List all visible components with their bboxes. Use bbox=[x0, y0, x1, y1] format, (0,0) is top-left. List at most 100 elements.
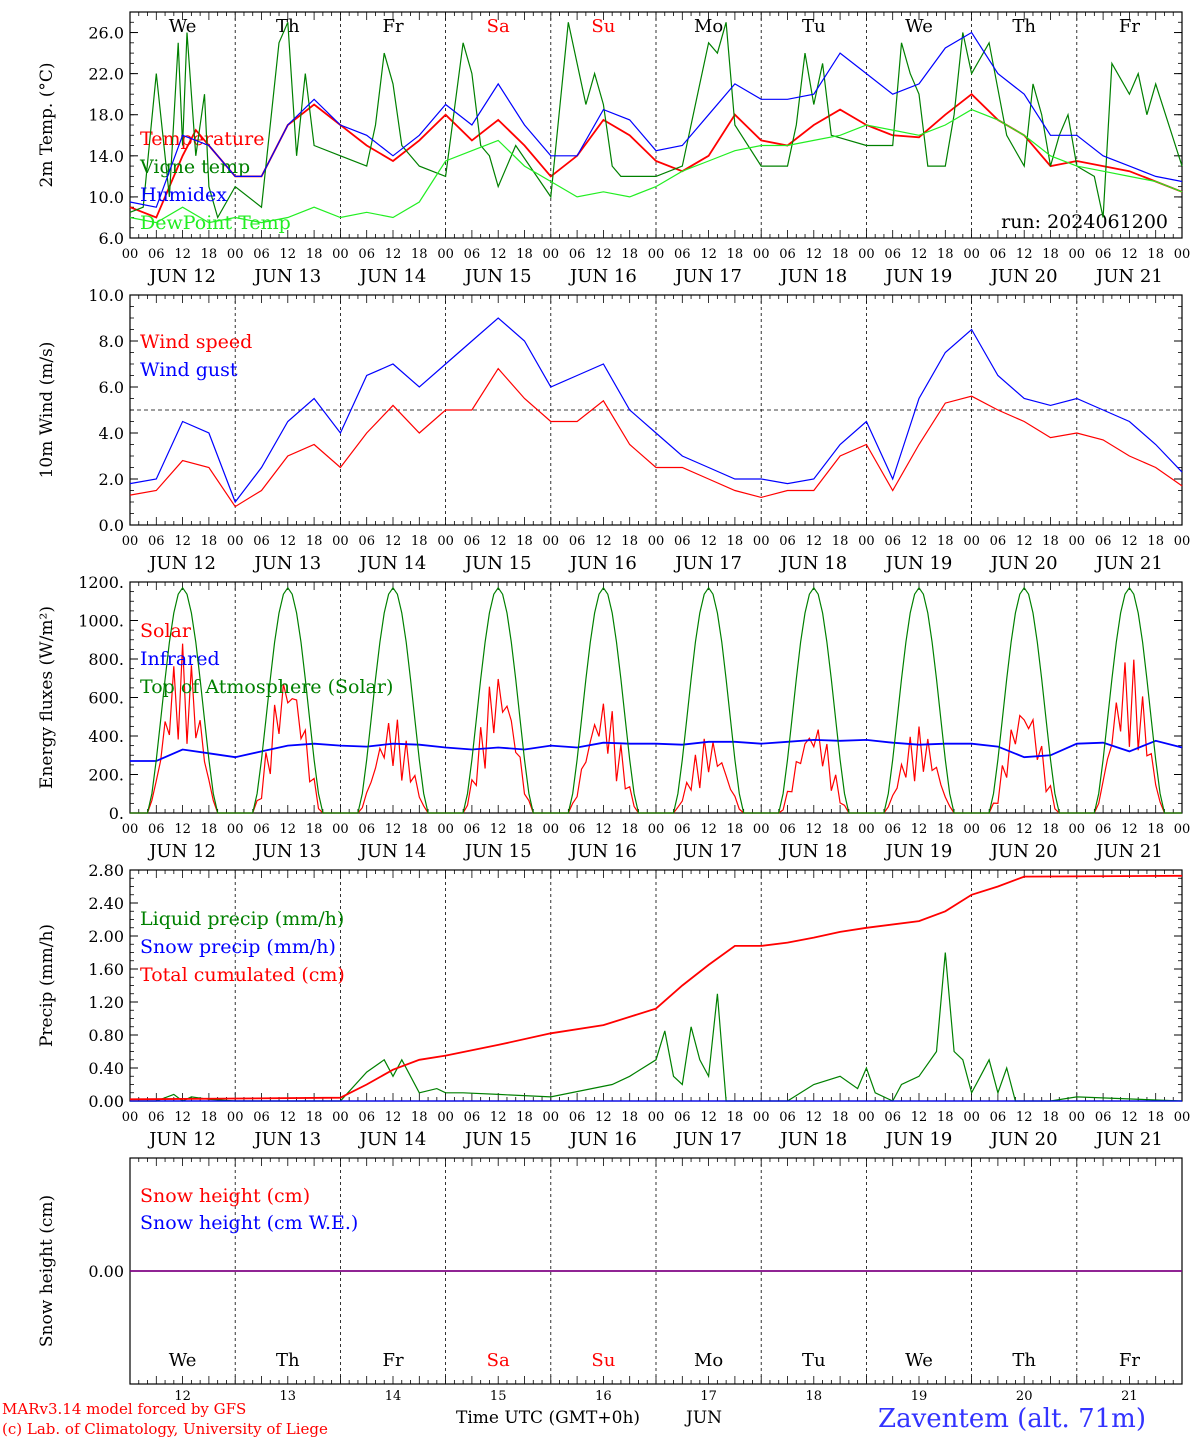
hour-tick-label: 12 bbox=[700, 247, 717, 262]
day-number-label: 21 bbox=[1121, 1389, 1138, 1404]
hour-tick-label: 18 bbox=[201, 247, 218, 262]
date-label: JUN 13 bbox=[252, 1129, 321, 1150]
y-tick-label: 6.0 bbox=[99, 378, 124, 397]
hour-tick-label: 06 bbox=[569, 1110, 586, 1125]
weekday-label: Sa bbox=[487, 16, 510, 37]
date-label: JUN 21 bbox=[1094, 841, 1163, 862]
hour-tick-label: 00 bbox=[332, 1110, 349, 1125]
hour-tick-label: 18 bbox=[621, 1110, 638, 1125]
hour-tick-label: 06 bbox=[779, 247, 796, 262]
legend-entry: Wind speed bbox=[140, 331, 252, 353]
hour-tick-label: 00 bbox=[122, 534, 139, 549]
y-tick-label: 10.0 bbox=[88, 286, 124, 305]
hour-tick-label: 06 bbox=[464, 247, 481, 262]
hour-tick-label: 18 bbox=[621, 822, 638, 837]
date-label: JUN 14 bbox=[358, 1129, 427, 1150]
y-axis-title: Precip (mm/h) bbox=[37, 924, 57, 1047]
hour-tick-label: 18 bbox=[516, 1110, 533, 1125]
legend-entry: Snow height (cm) bbox=[140, 1185, 310, 1207]
hour-tick-label: 00 bbox=[1069, 247, 1086, 262]
series-line-wind-speed bbox=[129, 367, 1183, 508]
hour-tick-label: 18 bbox=[727, 1110, 744, 1125]
model-credit-text: MARv3.14 model forced by GFS bbox=[2, 1400, 246, 1418]
hour-tick-label: 00 bbox=[858, 247, 875, 262]
hour-tick-label: 06 bbox=[990, 534, 1007, 549]
y-tick-label: 0.80 bbox=[88, 1026, 124, 1045]
day-number-label: 17 bbox=[700, 1389, 717, 1404]
y-tick-label: 1.20 bbox=[88, 993, 124, 1012]
hour-tick-label: 18 bbox=[201, 534, 218, 549]
hour-tick-label: 00 bbox=[543, 534, 560, 549]
hour-tick-label: 00 bbox=[543, 1110, 560, 1125]
hour-tick-label: 12 bbox=[490, 1110, 507, 1125]
day-number-label: 13 bbox=[280, 1389, 297, 1404]
hour-tick-label: 06 bbox=[1095, 1110, 1112, 1125]
legend-entry: Total cumulated (cm) bbox=[140, 964, 345, 986]
date-label: JUN 21 bbox=[1094, 553, 1163, 574]
date-label: JUN 12 bbox=[147, 841, 216, 862]
weekday-label: We bbox=[905, 16, 933, 37]
hour-tick-label: 12 bbox=[1016, 534, 1033, 549]
weekday-label: Fr bbox=[382, 16, 403, 37]
date-label: JUN 17 bbox=[673, 1129, 742, 1150]
legend-entry: Infrared bbox=[140, 648, 220, 670]
hour-tick-label: 06 bbox=[148, 247, 165, 262]
hour-tick-label: 12 bbox=[385, 534, 402, 549]
hour-tick-label: 00 bbox=[858, 1110, 875, 1125]
y-tick-label: 0.00 bbox=[88, 1092, 124, 1111]
hour-tick-label: 06 bbox=[990, 247, 1007, 262]
hour-tick-label: 18 bbox=[1147, 247, 1164, 262]
y-tick-label: 6.0 bbox=[99, 229, 124, 248]
hour-tick-label: 00 bbox=[332, 247, 349, 262]
hour-tick-label: 12 bbox=[911, 534, 928, 549]
y-tick-label: 0.00 bbox=[88, 1262, 124, 1281]
weekday-label: Su bbox=[591, 1350, 615, 1371]
weekday-label: Tu bbox=[802, 1350, 826, 1371]
hour-tick-label: 00 bbox=[753, 534, 770, 549]
date-label: JUN 19 bbox=[884, 553, 953, 574]
y-tick-label: 14.0 bbox=[88, 147, 124, 166]
hour-tick-label: 18 bbox=[727, 534, 744, 549]
hour-tick-label: 12 bbox=[490, 822, 507, 837]
hour-tick-label: 00 bbox=[122, 247, 139, 262]
legend-entry: Liquid precip (mm/h) bbox=[140, 908, 344, 930]
series-line-infrared bbox=[130, 738, 1183, 762]
hour-tick-label: 06 bbox=[464, 1110, 481, 1125]
series-line-wind-gust bbox=[129, 317, 1183, 504]
date-label: JUN 14 bbox=[358, 841, 427, 862]
day-number-label: 20 bbox=[1016, 1389, 1033, 1404]
hour-tick-label: 18 bbox=[516, 822, 533, 837]
y-tick-label: 8.0 bbox=[99, 332, 124, 351]
hour-tick-label: 12 bbox=[174, 1110, 191, 1125]
y-axis-title: Energy fluxes (W/m²) bbox=[37, 606, 57, 789]
day-number-label: 16 bbox=[595, 1389, 612, 1404]
hour-tick-label: 18 bbox=[306, 822, 323, 837]
y-tick-label: 2.80 bbox=[88, 861, 124, 880]
weekday-label: Th bbox=[276, 1350, 300, 1371]
y-tick-label: 1000. bbox=[78, 612, 124, 631]
hour-tick-label: 12 bbox=[1016, 822, 1033, 837]
month-label: JUN bbox=[684, 1408, 722, 1428]
hour-tick-label: 18 bbox=[1042, 1110, 1059, 1125]
hour-tick-label: 12 bbox=[385, 1110, 402, 1125]
hour-tick-label: 12 bbox=[1016, 247, 1033, 262]
weekday-label: Tu bbox=[802, 16, 826, 37]
day-number-label: 15 bbox=[490, 1389, 507, 1404]
hour-tick-label: 12 bbox=[385, 822, 402, 837]
hour-tick-label: 18 bbox=[516, 247, 533, 262]
day-number-label: 18 bbox=[806, 1389, 823, 1404]
hour-tick-label: 06 bbox=[253, 822, 270, 837]
hour-tick-label: 06 bbox=[358, 534, 375, 549]
date-label: JUN 19 bbox=[884, 266, 953, 287]
hour-tick-label: 00 bbox=[122, 822, 139, 837]
day-number-label: 19 bbox=[911, 1389, 928, 1404]
hour-tick-label: 06 bbox=[148, 534, 165, 549]
series-line-dewpoint-temp bbox=[129, 108, 1183, 224]
hour-tick-label: 18 bbox=[411, 1110, 428, 1125]
date-label: JUN 17 bbox=[673, 553, 742, 574]
hour-tick-label: 18 bbox=[516, 534, 533, 549]
hour-tick-label: 12 bbox=[280, 534, 297, 549]
date-label: JUN 19 bbox=[884, 841, 953, 862]
hour-tick-label: 12 bbox=[174, 534, 191, 549]
legend-entry: Solar bbox=[140, 620, 192, 642]
